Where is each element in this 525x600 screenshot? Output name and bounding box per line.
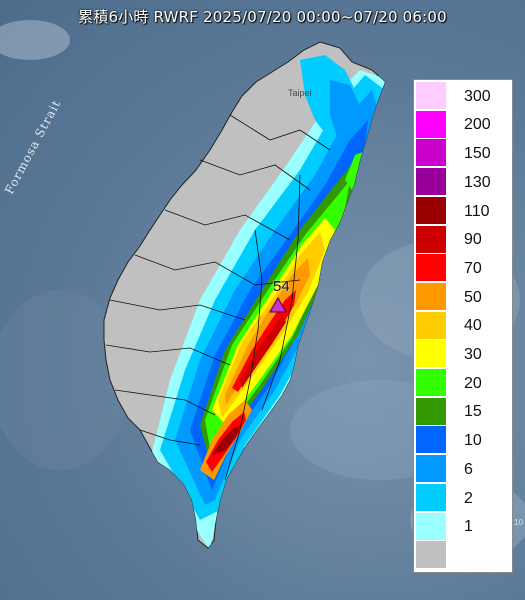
max-station-marker (269, 296, 287, 313)
legend-swatch (416, 541, 446, 569)
legend-label: 70 (464, 259, 482, 277)
max-station-value: 54 (273, 278, 290, 295)
legend-swatch (416, 225, 446, 253)
legend-label: 110 (464, 202, 490, 220)
legend-swatch (416, 426, 446, 454)
legend-swatch (416, 282, 446, 310)
legend-swatch (416, 397, 446, 425)
legend-swatch (416, 168, 446, 196)
legend-label: 200 (464, 116, 491, 134)
legend-swatch (416, 455, 446, 483)
legend-label: 90 (464, 231, 482, 249)
legend-swatch (416, 254, 446, 282)
legend-label: 1 (464, 518, 473, 536)
legend-label: 20 (464, 374, 482, 392)
legend-label: 30 (464, 346, 482, 363)
legend-swatch (416, 110, 446, 138)
legend-swatch (416, 82, 446, 109)
legend-label: 6 (464, 460, 473, 478)
legend-label: 2 (464, 489, 473, 507)
legend-label: 15 (464, 403, 482, 421)
legend-swatch (416, 369, 446, 396)
color-legend: 300 200 150 130 110 90 70 50 40 30 20 15 10 6 2 1 (413, 79, 513, 573)
county-boundaries (105, 114, 331, 481)
edge-label: 10 (514, 518, 523, 527)
legend-label: 50 (464, 288, 482, 306)
legend-swatch (416, 512, 446, 540)
legend-swatch (416, 139, 446, 167)
legend-swatch (416, 196, 446, 224)
legend-label: 150 (464, 145, 491, 163)
map-title: 累積6小時 RWRF 2025/07/20 00:00~07/20 06:00 (78, 8, 447, 26)
legend-label: 130 (464, 173, 491, 191)
legend-swatch (416, 340, 446, 368)
legend-label: 300 (464, 87, 491, 105)
legend-swatch (416, 311, 446, 339)
legend-label: 40 (464, 317, 482, 335)
city-label: Taipei (288, 88, 312, 98)
legend-label: 10 (464, 432, 482, 450)
legend-swatch (416, 483, 446, 511)
